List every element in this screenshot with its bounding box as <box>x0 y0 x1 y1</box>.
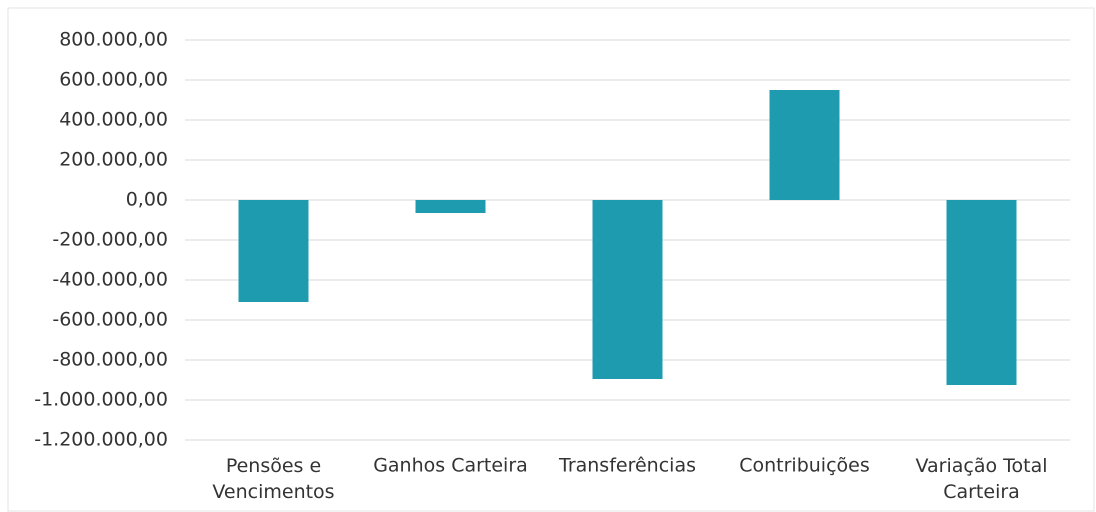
bar <box>415 200 486 213</box>
x-tick-label: Ganhos Carteira <box>373 455 528 477</box>
y-tick-label: -600.000,00 <box>52 309 168 331</box>
y-tick-label: 200.000,00 <box>59 149 168 171</box>
y-tick-label: 400.000,00 <box>59 109 168 131</box>
y-tick-label: 0,00 <box>126 189 168 211</box>
y-tick-label: -400.000,00 <box>52 269 168 291</box>
y-tick-label: -1.200.000,00 <box>34 429 168 451</box>
y-tick-label: 800.000,00 <box>59 29 168 51</box>
chart-border <box>7 7 1095 512</box>
bar <box>769 90 840 200</box>
y-tick-label: -200.000,00 <box>52 229 168 251</box>
x-tick-label: Transferências <box>558 455 696 477</box>
x-tick-label: Pensões e Vencimentos <box>212 455 334 503</box>
y-tick-label: -800.000,00 <box>52 349 168 371</box>
y-tick-label: -1.000.000,00 <box>34 389 168 411</box>
bar <box>592 200 663 379</box>
bar <box>238 200 309 302</box>
x-tick-label: Variação Total Carteira <box>915 455 1047 503</box>
x-tick-label: Contribuições <box>739 455 870 477</box>
bar <box>946 200 1017 385</box>
y-tick-label: 600.000,00 <box>59 69 168 91</box>
